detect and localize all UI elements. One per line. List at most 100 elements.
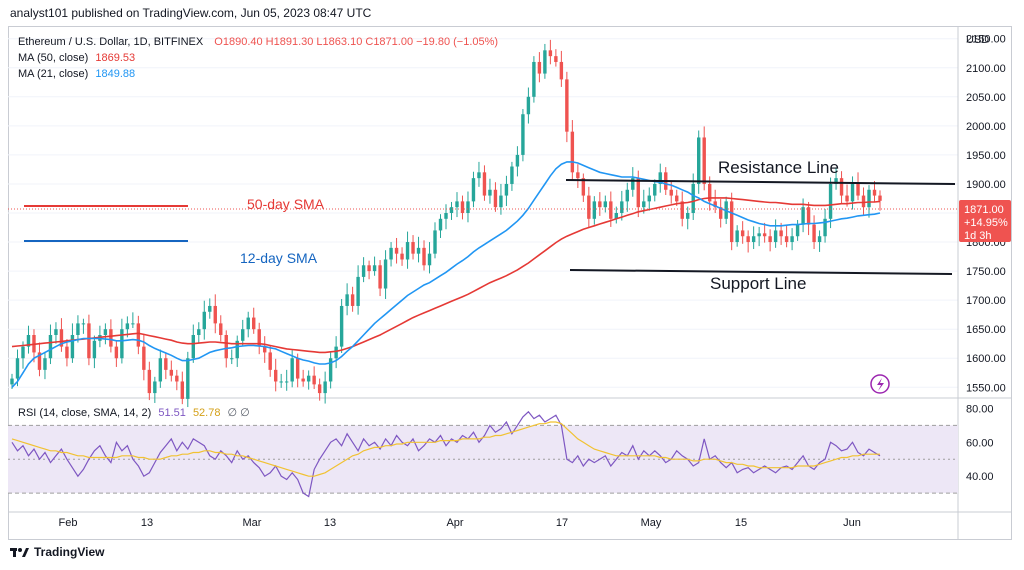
candle-body xyxy=(768,236,772,243)
time-tick-label: 15 xyxy=(735,517,747,529)
price-tick-label: 1700.00 xyxy=(966,295,1006,307)
candle-body xyxy=(422,247,426,266)
footer-brand[interactable]: TradingView xyxy=(34,545,105,559)
candle-body xyxy=(521,114,525,155)
candle-body xyxy=(845,195,849,202)
price-badge-price: 1871.00 xyxy=(964,204,1004,216)
candle-body xyxy=(746,236,750,243)
rsi-legend: RSI (14, close, SMA, 14, 2) 51.51 52.78 … xyxy=(18,406,250,419)
candle-body xyxy=(631,178,635,190)
candle-body xyxy=(208,305,212,312)
candle-body xyxy=(598,201,602,208)
candle-body xyxy=(87,323,91,359)
rsi-tick-label: 80.00 xyxy=(966,403,994,415)
candle-body xyxy=(103,329,108,335)
candle-body xyxy=(372,265,377,272)
candle-body xyxy=(235,340,239,359)
candle-body xyxy=(339,305,344,347)
candle-body xyxy=(383,259,388,289)
candle-body xyxy=(109,329,113,347)
candle-body xyxy=(823,218,827,237)
candle-body xyxy=(499,195,503,208)
candle-body xyxy=(345,294,349,306)
candle-body xyxy=(43,358,47,370)
candle-body xyxy=(328,358,333,382)
candle-body xyxy=(576,172,580,179)
candle-body xyxy=(180,381,185,399)
candle-body xyxy=(686,213,690,219)
rsi-legend-label[interactable]: RSI (14, close, SMA, 14, 2) xyxy=(18,407,152,419)
candle-body xyxy=(290,358,294,382)
time-tick-label: 13 xyxy=(141,517,153,529)
candle-body xyxy=(587,195,591,219)
rsi-tick-label: 60.00 xyxy=(966,437,994,449)
publisher-line: analyst101 published on TradingView.com,… xyxy=(10,6,372,20)
candle-body xyxy=(131,323,135,325)
candle-body xyxy=(493,189,498,208)
price-badge-countdown: 1d 3h xyxy=(964,230,992,242)
candle-body xyxy=(279,381,283,383)
candle-body xyxy=(444,213,448,219)
time-tick-label: May xyxy=(641,517,662,529)
candle-body xyxy=(268,352,272,370)
candle-body xyxy=(158,358,163,382)
candle-body xyxy=(455,201,459,208)
candle-body xyxy=(510,166,514,184)
candle-body xyxy=(861,195,866,208)
candle-body xyxy=(477,172,481,179)
price-tick-label: 2100.00 xyxy=(966,63,1006,75)
grid xyxy=(8,38,958,388)
resistance-line xyxy=(565,179,956,185)
candle-body xyxy=(532,61,536,97)
time-tick-label: Mar xyxy=(243,517,262,529)
candle-body xyxy=(394,247,399,254)
candle-body xyxy=(317,384,322,394)
candle-body xyxy=(389,247,393,260)
candle-body xyxy=(295,358,300,379)
candle-body xyxy=(416,247,421,254)
price-tick-label: 1900.00 xyxy=(966,179,1006,191)
price-tick-label: 2150.00 xyxy=(966,34,1006,46)
rsi-axis-ticks: 80.00 60.00 40.00 xyxy=(966,403,994,483)
candle-body xyxy=(581,178,586,196)
candle-body xyxy=(537,61,542,74)
candle-body xyxy=(197,329,201,335)
candle-body xyxy=(252,317,256,330)
rsi-sma-legend-value: 52.78 xyxy=(192,407,221,419)
candle-body xyxy=(367,265,371,272)
rsi-legend-icons: ∅ ∅ xyxy=(227,407,250,419)
ma21-legend-label[interactable]: MA (21, close) xyxy=(18,68,89,80)
candle-body xyxy=(70,335,75,359)
candle-body xyxy=(570,131,575,173)
candle-body xyxy=(729,201,734,243)
price-tick-label: 1600.00 xyxy=(966,353,1006,365)
candle-body xyxy=(482,172,487,196)
candle-body xyxy=(241,329,245,341)
candle-body xyxy=(175,375,179,382)
candle-body xyxy=(449,207,454,213)
rsi-legend-value: 51.51 xyxy=(158,407,186,419)
price-tick-label: 1650.00 xyxy=(966,324,1006,336)
candle-body xyxy=(186,358,190,399)
candle-body xyxy=(625,189,629,202)
candle-body xyxy=(828,183,833,219)
candle-body xyxy=(740,230,745,237)
price-tick-label: 1550.00 xyxy=(966,382,1006,394)
candle-body xyxy=(817,236,822,243)
candle-body xyxy=(460,201,465,213)
candle-body xyxy=(702,137,706,184)
time-tick-label: 17 xyxy=(556,517,568,529)
symbol-title[interactable]: Ethereum / U.S. Dollar, 1D, BITFINEX xyxy=(18,36,204,48)
sma12-label: 12-day SMA xyxy=(240,250,318,266)
candle-body xyxy=(400,253,404,260)
candle-body xyxy=(405,242,410,260)
candle-body xyxy=(543,50,547,74)
candle-body xyxy=(257,329,261,347)
candle-body xyxy=(658,172,662,184)
candle-body xyxy=(620,201,624,213)
resistance-label: Resistance Line xyxy=(718,158,839,177)
price-tick-label: 2050.00 xyxy=(966,92,1006,104)
candle-body xyxy=(263,346,267,353)
ma50-legend-label[interactable]: MA (50, close) xyxy=(18,52,89,64)
